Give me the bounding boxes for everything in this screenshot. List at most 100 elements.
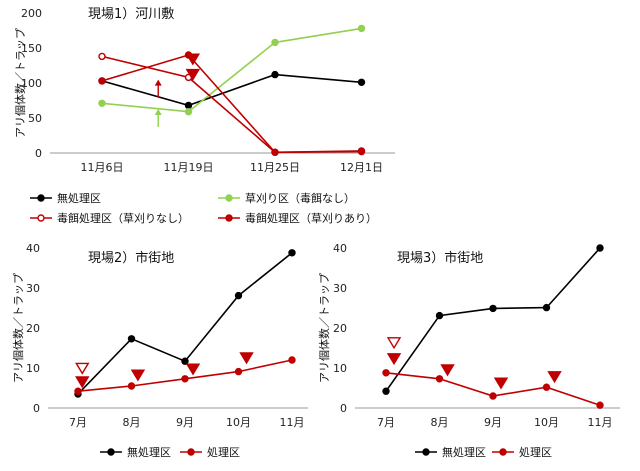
x-tick-label: 11月 — [280, 416, 305, 429]
x-tick-label: 9月 — [484, 416, 502, 429]
treatment-marker — [386, 337, 402, 350]
treatment-marker — [75, 376, 90, 389]
legend-label: 毒餌処理区（草刈りなし） — [57, 211, 189, 225]
x-tick-label: 7月 — [69, 416, 87, 429]
y-tick-label: 10 — [26, 362, 40, 375]
y-tick-label: 10 — [333, 362, 347, 375]
legend-label: 処理区 — [519, 446, 552, 459]
x-tick-label: 8月 — [431, 416, 449, 429]
series-line — [101, 54, 362, 154]
y-tick-label: 200 — [21, 7, 42, 20]
data-point — [98, 77, 106, 85]
legend-label: 無処理区 — [57, 191, 101, 205]
data-point — [542, 383, 551, 391]
data-point — [357, 147, 366, 156]
data-point — [542, 303, 551, 312]
y-axis-label: アリ個体数／トラップ — [11, 273, 25, 383]
y-tick-label: 20 — [26, 322, 40, 335]
y-tick-label: 40 — [26, 242, 40, 255]
data-point — [74, 387, 82, 395]
chart-title: 現場3）市街地 — [397, 250, 483, 266]
chart-2: 0 10 20 30 40 7月 8月 9月 10月 11月 現場2）市街地アリ個体数／トラップ無処… — [11, 242, 308, 459]
treatment-marker — [130, 369, 146, 382]
y-axis-label: アリ個体数／トラップ — [317, 273, 331, 383]
x-tick-label: 10月 — [226, 416, 251, 429]
data-point — [288, 249, 296, 257]
treatment-marker — [493, 377, 509, 390]
legend-label: 草刈り区（毒餌なし） — [245, 191, 355, 205]
data-point — [271, 38, 279, 47]
data-point — [489, 304, 497, 313]
data-point — [596, 244, 604, 252]
legend-label: 無処理区 — [442, 445, 486, 459]
data-point — [234, 367, 243, 376]
y-tick-label: 50 — [28, 112, 42, 125]
data-point — [181, 357, 189, 365]
data-point — [184, 107, 193, 116]
treatment-marker — [440, 364, 455, 377]
y-tick-label: 100 — [21, 77, 42, 90]
x-tick-label: 7月 — [377, 416, 395, 429]
treatment-marker — [185, 68, 201, 81]
data-point — [271, 148, 279, 157]
y-tick-label: 150 — [21, 42, 42, 55]
data-point — [435, 311, 444, 320]
y-tick-label: 30 — [333, 282, 347, 295]
legend-marker — [37, 194, 45, 202]
legend-marker — [225, 194, 233, 202]
data-point — [382, 387, 390, 395]
series-line — [101, 27, 362, 113]
x-tick-label: 11月25日 — [250, 161, 300, 174]
chart-title: 現場2）市街地 — [88, 250, 174, 266]
legend-marker — [225, 214, 233, 222]
legend-label: 無処理区 — [127, 445, 171, 459]
x-tick-label: 10月 — [534, 416, 559, 429]
y-axis-label: アリ個体数／トラップ — [13, 28, 27, 138]
treatment-marker — [547, 371, 562, 384]
data-point — [181, 375, 189, 383]
y-tick-label: 20 — [333, 322, 347, 335]
arrow-head — [154, 109, 162, 115]
data-point — [489, 392, 497, 400]
arrow-head — [154, 79, 162, 86]
chart-1: 0 50 100 150 200 11月6日 11月19日 11月25日 12月1日 現場1）河川… — [13, 7, 395, 225]
treatment-marker — [185, 363, 201, 376]
data-point — [382, 369, 390, 377]
data-point — [288, 356, 296, 364]
x-tick-label: 12月1日 — [340, 161, 383, 174]
data-point — [184, 101, 193, 110]
series-line — [385, 247, 601, 392]
x-tick-label: 11月6日 — [81, 161, 124, 174]
x-tick-label: 11月19日 — [164, 161, 214, 174]
treatment-marker — [75, 362, 90, 375]
y-tick-label: 40 — [333, 242, 347, 255]
data-point — [435, 375, 444, 383]
series-line — [101, 73, 362, 107]
data-point — [127, 335, 136, 343]
x-tick-label: 9月 — [176, 416, 194, 429]
y-tick-label: 0 — [35, 147, 42, 160]
y-tick-label: 0 — [340, 402, 347, 415]
legend-marker — [37, 214, 45, 222]
treatment-marker — [185, 53, 201, 66]
legend-label: 処理区 — [207, 446, 240, 459]
legend-marker — [499, 448, 507, 456]
treatment-marker — [386, 353, 402, 366]
y-tick-label: 0 — [33, 402, 40, 415]
treatment-marker — [239, 352, 254, 365]
data-point — [98, 99, 106, 108]
legend-marker — [187, 448, 195, 456]
series-line — [77, 252, 293, 395]
chart-3: 0 10 20 30 40 7月 8月 9月 10月 11月 現場3）市街地アリ個体数／トラップ無処… — [317, 242, 620, 459]
x-tick-label: 8月 — [123, 416, 141, 429]
data-point — [271, 70, 279, 79]
data-point — [234, 291, 243, 300]
legend-marker — [107, 448, 115, 456]
x-tick-label: 11月 — [588, 416, 613, 429]
data-point — [357, 78, 366, 87]
series-line — [385, 372, 601, 406]
data-point — [98, 52, 106, 61]
data-point — [357, 24, 366, 33]
data-point — [596, 401, 604, 409]
